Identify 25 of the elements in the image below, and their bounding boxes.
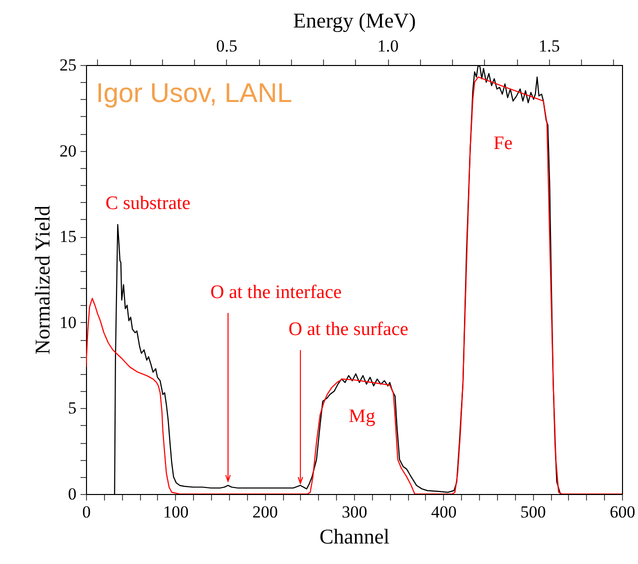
annotation: Fe <box>494 133 512 154</box>
x2-tick-label: 1.0 <box>377 36 399 56</box>
y-tick-label: 10 <box>60 312 76 332</box>
x2-tick-label: 1.5 <box>538 36 560 56</box>
y-tick-label: 25 <box>60 56 76 74</box>
x-tick-label: 200 <box>252 502 278 522</box>
x2-axis-title: Energy (MeV) <box>293 8 416 32</box>
x2-tick-label: 0.5 <box>216 36 238 56</box>
x-tick-label: 600 <box>610 502 636 522</box>
x-tick-label: 0 <box>82 502 91 522</box>
y-tick-label: 5 <box>68 398 76 418</box>
x-tick-label: 300 <box>342 502 368 522</box>
x-tick-label: 500 <box>520 502 546 522</box>
x-axis-title: Channel <box>320 524 390 548</box>
annotation: Mg <box>348 406 376 427</box>
x-tick-label: 400 <box>431 502 457 522</box>
y-tick-label: 0 <box>68 484 76 504</box>
annotation: O at the interface <box>210 282 342 304</box>
y-tick-label: 15 <box>60 227 76 246</box>
y-tick-label: 20 <box>60 141 76 160</box>
annotation: O at the surface <box>288 319 408 340</box>
annotation: C substrate <box>106 193 190 214</box>
y-axis-title: Normalized Yield <box>30 204 54 355</box>
annotation: Igor Usov, LANL <box>96 78 292 108</box>
x-tick-label: 100 <box>163 502 189 522</box>
